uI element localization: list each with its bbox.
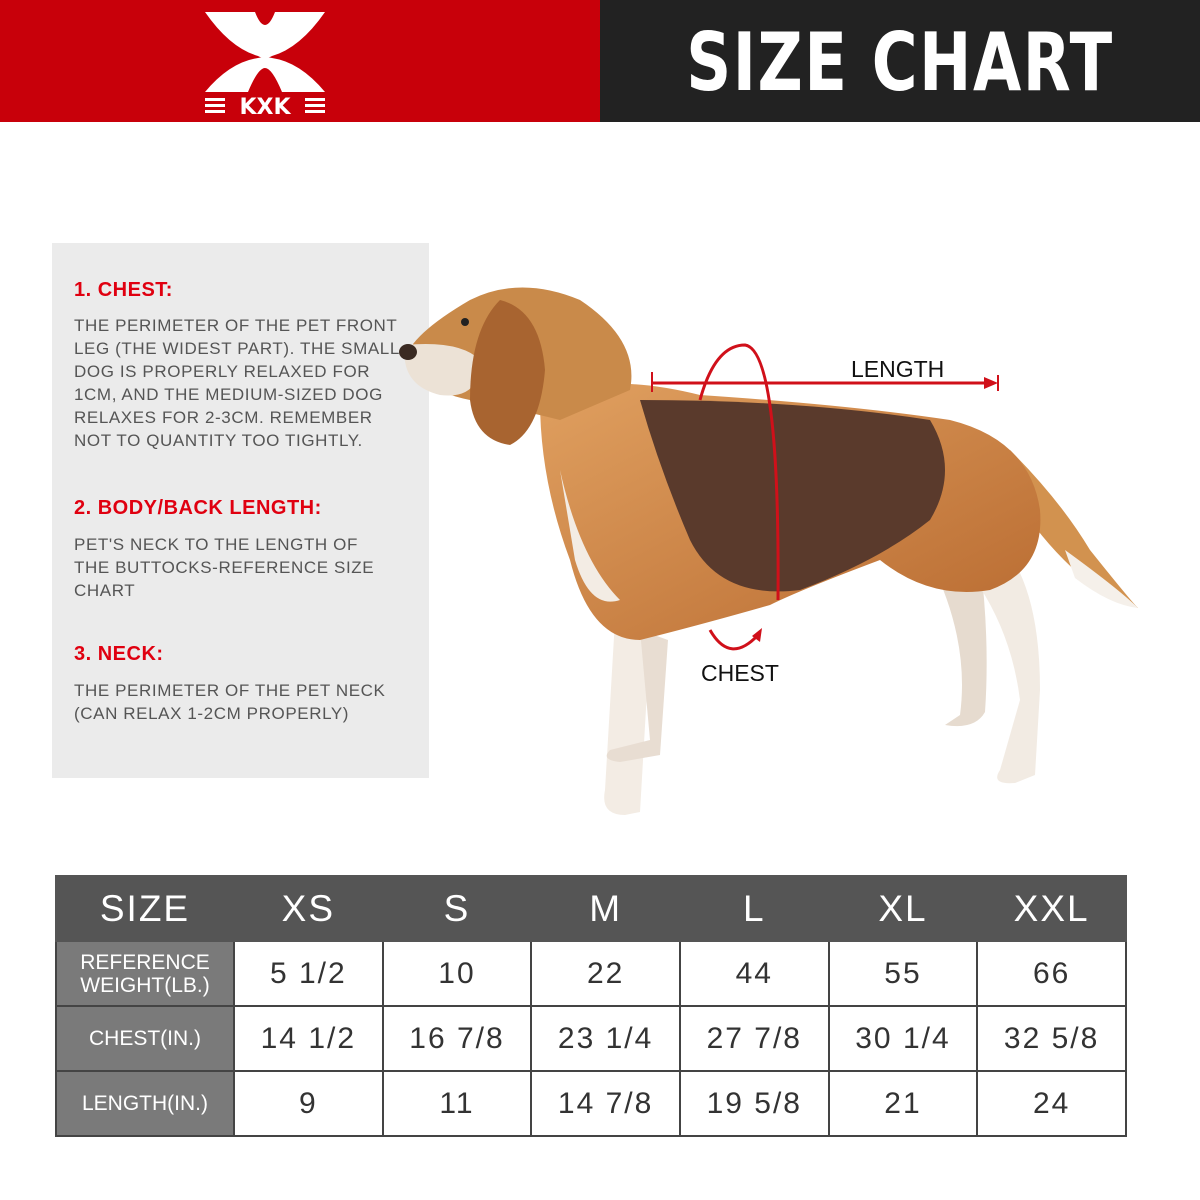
header-cell: XS	[233, 875, 384, 942]
kxk-logo: KXK	[205, 12, 325, 118]
guide-heading-chest: 1. CHEST:	[74, 279, 173, 301]
cell: 14 7/8	[530, 1070, 681, 1137]
row-label: REFERENCE WEIGHT(LB.)	[55, 940, 235, 1007]
guide-heading-neck: 3. NECK:	[74, 643, 164, 665]
cell: 32 5/8	[976, 1005, 1127, 1072]
header-cell: M	[530, 875, 681, 942]
cell: 10	[381, 940, 533, 1007]
table-row-chest: CHEST(IN.) 14 1/2 16 7/8 23 1/4 27 7/8 3…	[55, 1005, 1127, 1072]
cell: 44	[678, 940, 830, 1007]
row-label: CHEST(IN.)	[55, 1005, 235, 1072]
cell: 22	[530, 940, 681, 1007]
header-cell: S	[381, 875, 533, 942]
size-header-row: SIZE XS S M L XL XXL	[55, 875, 1127, 942]
beagle-illustration	[399, 287, 1138, 815]
row-label: LENGTH(IN.)	[55, 1070, 235, 1137]
cell: 30 1/4	[827, 1005, 979, 1072]
length-label: LENGTH	[851, 356, 945, 382]
cell: 16 7/8	[381, 1005, 533, 1072]
cell: 24	[976, 1070, 1127, 1137]
cell: 27 7/8	[678, 1005, 830, 1072]
table-row-length: LENGTH(IN.) 9 11 14 7/8 19 5/8 21 24	[55, 1070, 1127, 1137]
page-title: SIZE CHART	[686, 16, 1114, 109]
size-table: SIZE XS S M L XL XXL REFERENCE WEIGHT(LB…	[55, 875, 1127, 1137]
cell: 66	[976, 940, 1127, 1007]
cell: 23 1/4	[530, 1005, 681, 1072]
header-cell: L	[678, 875, 830, 942]
svg-text:KXK: KXK	[239, 95, 291, 118]
header-cell: SIZE	[55, 875, 235, 942]
cell: 9	[233, 1070, 384, 1137]
cell: 19 5/8	[678, 1070, 830, 1137]
cell: 5 1/2	[233, 940, 384, 1007]
header-cell: XL	[827, 875, 979, 942]
cell: 21	[827, 1070, 979, 1137]
measurement-guide-panel	[52, 243, 429, 778]
cell: 55	[827, 940, 979, 1007]
guide-text-neck: THE PERIMETER OF THE PET NECK (CAN RELAX…	[74, 681, 386, 723]
guide-text-chest: THE PERIMETER OF THE PET FRONT LEG (THE …	[74, 316, 400, 450]
header-title-band	[600, 0, 1200, 122]
guide-text-length: PET'S NECK TO THE LENGTH OF THE BUTTOCKS…	[74, 535, 375, 600]
table-row-weight: REFERENCE WEIGHT(LB.) 5 1/2 10 22 44 55 …	[55, 940, 1127, 1007]
chest-label: CHEST	[701, 660, 779, 686]
header-cell: XXL	[976, 875, 1127, 942]
guide-heading-length: 2. BODY/BACK LENGTH:	[74, 497, 322, 519]
cell: 14 1/2	[233, 1005, 384, 1072]
cell: 11	[381, 1070, 533, 1137]
